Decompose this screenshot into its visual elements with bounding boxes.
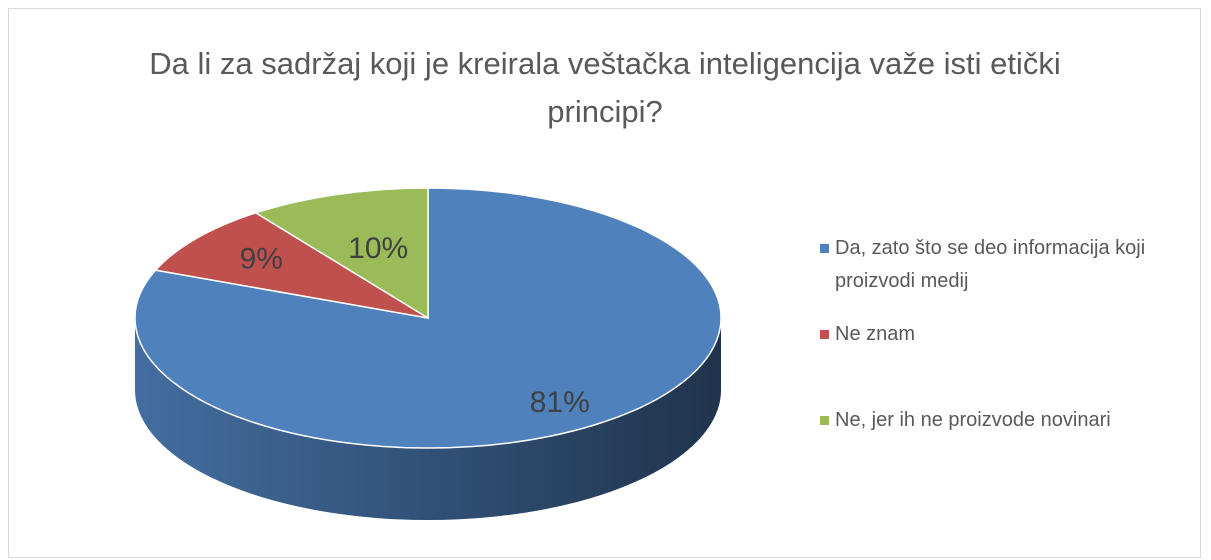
legend-swatch — [820, 244, 829, 253]
legend-label: Ne, jer ih ne proizvode novinari — [835, 409, 1111, 431]
side-shade — [135, 318, 721, 520]
legend-swatch — [820, 330, 829, 339]
chart-title: Da li za sadržaj koji je kreirala veštač… — [149, 46, 1061, 129]
legend-label: Ne znam — [835, 323, 916, 345]
pie-slice — [154, 212, 429, 319]
pie-slice — [253, 187, 429, 320]
legend-swatch — [820, 416, 829, 425]
data-label: 10% — [348, 232, 408, 265]
legend-label: Da, zato što se deo informacija koji pro… — [835, 237, 1146, 292]
data-label: 81% — [530, 386, 590, 419]
chart-frame — [8, 8, 1201, 558]
data-label: 9% — [240, 243, 283, 276]
